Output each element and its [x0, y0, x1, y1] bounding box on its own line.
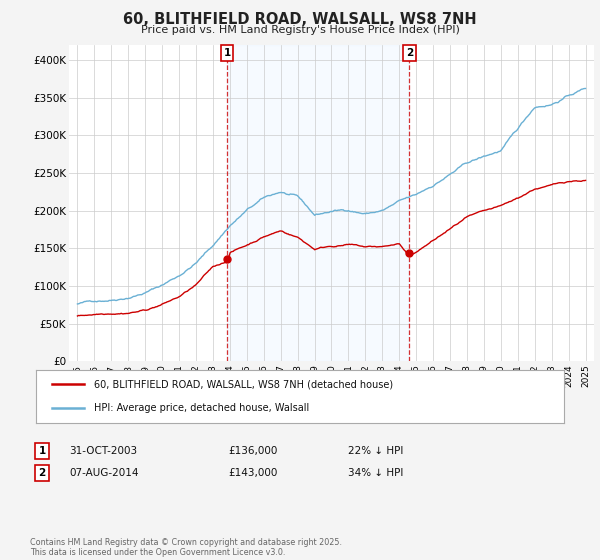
Text: 34% ↓ HPI: 34% ↓ HPI — [348, 468, 403, 478]
Text: 31-OCT-2003: 31-OCT-2003 — [69, 446, 137, 456]
Text: 07-AUG-2014: 07-AUG-2014 — [69, 468, 139, 478]
Text: 1: 1 — [223, 48, 230, 58]
Text: 2: 2 — [38, 468, 46, 478]
Bar — [227, 45, 409, 361]
Text: £143,000: £143,000 — [228, 468, 277, 478]
Text: 60, BLITHFIELD ROAD, WALSALL, WS8 7NH: 60, BLITHFIELD ROAD, WALSALL, WS8 7NH — [123, 12, 477, 27]
Text: 60, BLITHFIELD ROAD, WALSALL, WS8 7NH (detached house): 60, BLITHFIELD ROAD, WALSALL, WS8 7NH (d… — [94, 380, 393, 390]
Text: 22% ↓ HPI: 22% ↓ HPI — [348, 446, 403, 456]
Text: 2: 2 — [406, 48, 413, 58]
Text: 1: 1 — [38, 446, 46, 456]
Text: HPI: Average price, detached house, Walsall: HPI: Average price, detached house, Wals… — [94, 403, 310, 413]
Text: Price paid vs. HM Land Registry's House Price Index (HPI): Price paid vs. HM Land Registry's House … — [140, 25, 460, 35]
Text: Contains HM Land Registry data © Crown copyright and database right 2025.
This d: Contains HM Land Registry data © Crown c… — [30, 538, 342, 557]
Text: £136,000: £136,000 — [228, 446, 277, 456]
